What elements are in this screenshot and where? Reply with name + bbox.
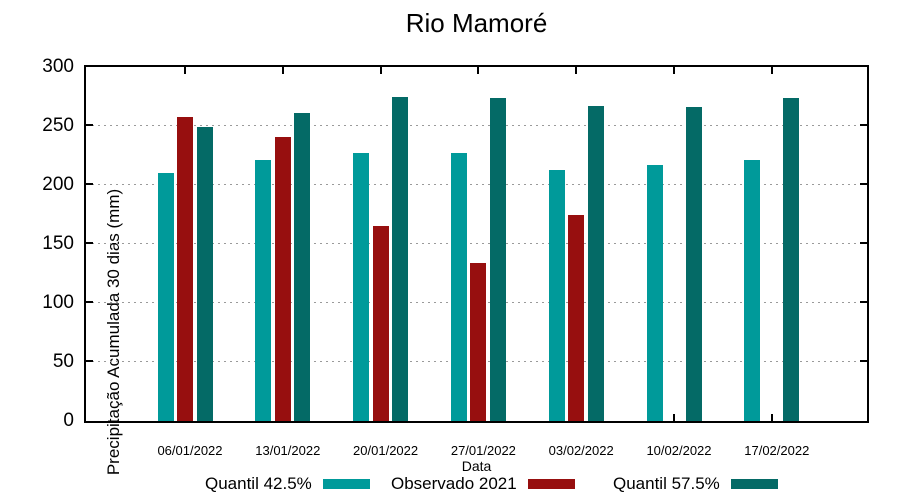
ytick-label-250: 250 <box>42 115 74 136</box>
axis-tick <box>86 183 93 185</box>
bar-quantil-57-5--10-02-2022 <box>685 107 702 421</box>
bar-quantil-42-5--13-01-2022 <box>255 160 272 421</box>
bar-observado-2021-06-01-2022 <box>177 116 193 421</box>
xtick-label-20-01-2022: 20/01/2022 <box>353 443 419 458</box>
xtick-label-10-02-2022: 10/02/2022 <box>646 443 712 458</box>
axis-tick <box>860 301 867 303</box>
legend-entry-observado-2021: Observado 2021 <box>391 473 575 495</box>
axis-tick <box>673 414 675 421</box>
axis-tick <box>86 301 93 303</box>
legend: Quantil 42.5% Observado 2021 Quantil 57.… <box>0 473 900 495</box>
ytick-label-100: 100 <box>42 292 74 313</box>
axis-tick <box>860 360 867 362</box>
legend-swatch-teal <box>322 479 370 489</box>
bar-observado-2021-20-01-2022 <box>372 226 389 421</box>
legend-entry-quantil-42-5: Quantil 42.5% <box>205 473 370 495</box>
x-axis-title: Data <box>461 458 492 474</box>
xtick-label-27-01-2022: 27/01/2022 <box>450 443 516 458</box>
xtick-label-17-02-2022: 17/02/2022 <box>744 443 810 458</box>
axis-tick <box>86 360 93 362</box>
axis-tick <box>860 124 867 126</box>
bar-quantil-42-5--06-01-2022 <box>157 173 174 421</box>
axis-tick <box>770 67 773 74</box>
ytick-label-300: 300 <box>42 56 74 77</box>
xtick-label-03-02-2022: 03/02/2022 <box>548 443 614 458</box>
bar-observado-2021-13-01-2022 <box>274 136 291 421</box>
bar-quantil-42-5--27-01-2022 <box>450 153 467 421</box>
axis-tick <box>86 124 93 126</box>
bar-quantil-57-5--06-01-2022 <box>196 127 213 421</box>
bar-quantil-42-5--17-02-2022 <box>744 160 761 421</box>
axis-tick <box>673 67 675 74</box>
axis-tick <box>281 67 284 74</box>
legend-entry-quantil-57-5: Quantil 57.5% <box>613 473 778 495</box>
gridline-250 <box>86 125 867 126</box>
ytick-label-50: 50 <box>52 351 74 372</box>
ytick-label-150: 150 <box>42 233 74 254</box>
xtick-label-13-01-2022: 13/01/2022 <box>255 443 321 458</box>
axis-tick <box>860 242 867 244</box>
axis-tick <box>477 67 480 74</box>
legend-label: Quantil 57.5% <box>613 474 720 493</box>
bar-quantil-57-5--17-02-2022 <box>783 97 800 421</box>
bar-quantil-57-5--27-01-2022 <box>489 97 506 421</box>
axis-tick <box>575 67 578 74</box>
plot-area: Precipitação Acumulada 30 dias (mm) <box>84 65 869 475</box>
gridline-150 <box>86 243 867 244</box>
bar-quantil-42-5--03-02-2022 <box>548 169 565 421</box>
legend-swatch-darkteal <box>730 479 778 489</box>
axis-tick <box>86 242 93 244</box>
legend-label: Observado 2021 <box>391 474 517 493</box>
bar-quantil-42-5--20-01-2022 <box>353 153 370 421</box>
legend-swatch-darkred <box>527 479 575 489</box>
legend-label: Quantil 42.5% <box>205 474 312 493</box>
axis-tick <box>184 67 186 74</box>
ytick-label-200: 200 <box>42 174 74 195</box>
axis-tick <box>770 414 773 421</box>
bar-quantil-57-5--13-01-2022 <box>294 113 311 421</box>
bar-observado-2021-03-02-2022 <box>568 214 585 421</box>
bar-observado-2021-27-01-2022 <box>470 262 487 421</box>
y-axis-title: Precipitação Acumulada 30 dias (mm) <box>104 188 123 476</box>
bar-quantil-57-5--20-01-2022 <box>392 96 409 421</box>
bar-quantil-42-5--10-02-2022 <box>646 164 663 421</box>
axis-tick <box>379 67 382 74</box>
axis-tick <box>860 183 867 185</box>
gridline-200 <box>86 184 867 185</box>
chart-title: Rio Mamoré <box>405 8 548 38</box>
ytick-label-0: 0 <box>63 410 74 431</box>
xtick-label-06-01-2022: 06/01/2022 <box>157 443 223 458</box>
bar-quantil-57-5--03-02-2022 <box>587 105 604 421</box>
